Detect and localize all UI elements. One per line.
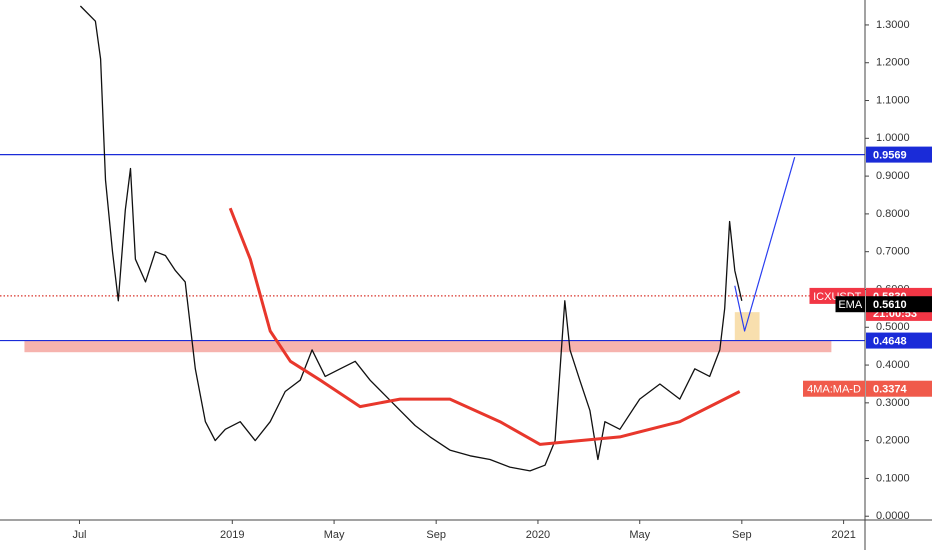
price-label-box	[866, 146, 932, 163]
series-name-box	[803, 380, 865, 397]
series-line	[734, 157, 796, 332]
zone	[24, 340, 832, 353]
series-name-box	[835, 296, 865, 313]
y-tick-label: 0.8000	[876, 208, 910, 220]
x-tick-label: 2019	[220, 529, 244, 541]
x-tick-label: 2020	[526, 529, 550, 541]
x-tick-label: May	[629, 529, 650, 541]
series-line	[228, 207, 741, 446]
zone	[734, 312, 760, 341]
x-tick-label: 2021	[831, 529, 855, 541]
price-label: 0.3374	[873, 384, 908, 396]
y-tick-label: 0.4000	[876, 359, 910, 371]
y-tick-label: 0.3000	[876, 397, 910, 409]
price-label: 0.5610	[873, 299, 907, 311]
price-label: 0.9569	[873, 150, 907, 162]
price-label-box	[866, 332, 932, 349]
y-tick-label: 1.2000	[876, 57, 910, 69]
series-name: 4MA:MA-D	[807, 384, 861, 396]
y-tick-label: 1.1000	[876, 94, 910, 106]
series-line	[79, 5, 743, 472]
x-tick-label: May	[324, 529, 345, 541]
x-tick-label: Sep	[426, 529, 446, 541]
series-name: EMA	[838, 299, 863, 311]
y-tick-label: 0.9000	[876, 170, 910, 182]
x-tick-label: Jul	[72, 529, 86, 541]
y-tick-label: 0.7000	[876, 246, 910, 258]
y-tick-label: 0.2000	[876, 435, 910, 447]
y-tick-label: 0.1000	[876, 472, 910, 484]
y-tick-label: 1.0000	[876, 132, 910, 144]
price-label-box	[866, 380, 932, 397]
price-label-box	[866, 296, 932, 313]
y-tick-label: 0.5000	[876, 321, 910, 333]
price-label: 0.4648	[873, 335, 907, 347]
x-tick-label: Sep	[732, 529, 752, 541]
y-tick-label: 1.3000	[876, 19, 910, 31]
y-tick-label: 0.0000	[876, 510, 910, 522]
